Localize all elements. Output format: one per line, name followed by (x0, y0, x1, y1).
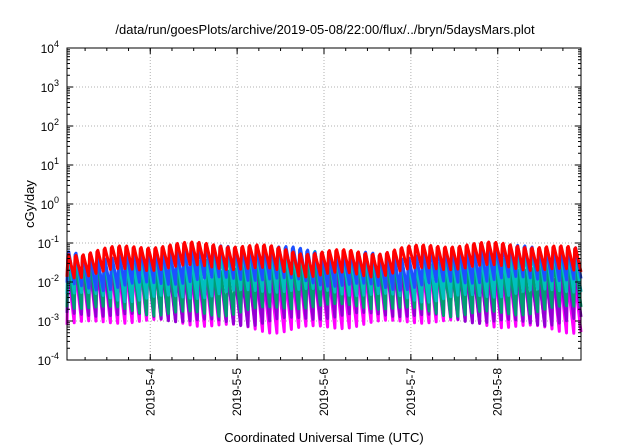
y-tick-label: 10-3 (38, 312, 59, 329)
y-tick-labels: 10-4 10-3 10-2 10-1 100 101 102 103 104 (38, 39, 59, 368)
y-tick-label: 10-1 (38, 234, 59, 251)
x-tick-label: 2019-5-6 (317, 368, 331, 416)
x-tick-label: 2019-5-7 (404, 368, 418, 416)
y-tick-label: 10-4 (38, 351, 59, 368)
y-tick-label: 101 (41, 156, 59, 173)
y-tick-label: 104 (41, 39, 59, 56)
x-tick-label: 2019-5-8 (491, 368, 505, 416)
series-layer (65, 240, 583, 335)
y-tick-label: 10-2 (38, 273, 59, 290)
chart-title: /data/run/goesPlots/archive/2019-05-08/2… (115, 22, 535, 37)
y-tick-label: 102 (41, 117, 59, 134)
x-tick-label: 2019-5-5 (230, 368, 244, 416)
series-line (65, 240, 583, 280)
x-tick-labels: 2019-5-4 2019-5-5 2019-5-6 2019-5-7 2019-5-8 (143, 368, 504, 416)
tick-marks (67, 47, 581, 361)
x-tick-label: 2019-5-4 (143, 368, 157, 416)
grid (67, 48, 581, 360)
y-tick-label: 100 (41, 195, 59, 212)
y-tick-label: 103 (41, 78, 59, 95)
x-axis-label: Coordinated Universal Time (UTC) (224, 430, 423, 445)
y-axis-label: cGy/day (22, 180, 37, 228)
